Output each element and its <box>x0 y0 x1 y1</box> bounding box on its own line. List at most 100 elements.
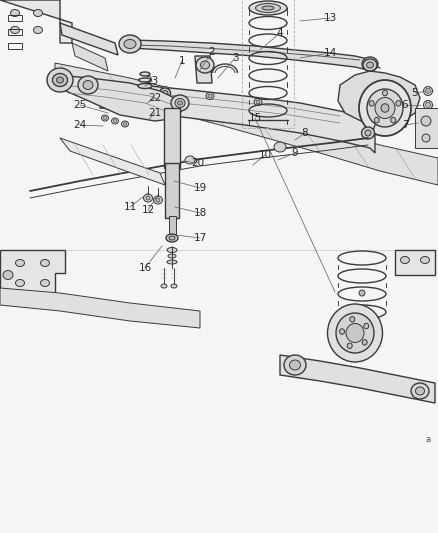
Ellipse shape <box>185 156 195 164</box>
Ellipse shape <box>396 101 401 106</box>
Ellipse shape <box>121 121 128 127</box>
Ellipse shape <box>359 80 411 136</box>
Ellipse shape <box>201 61 209 69</box>
Ellipse shape <box>424 118 432 127</box>
Ellipse shape <box>262 6 274 10</box>
Text: 25: 25 <box>74 100 87 110</box>
Ellipse shape <box>103 117 107 119</box>
Ellipse shape <box>290 360 300 370</box>
Text: 4: 4 <box>277 28 283 38</box>
Ellipse shape <box>369 101 374 106</box>
Text: 11: 11 <box>124 202 137 212</box>
Polygon shape <box>72 43 108 71</box>
Ellipse shape <box>47 68 73 92</box>
Ellipse shape <box>361 127 374 139</box>
Ellipse shape <box>347 343 352 349</box>
Text: 5: 5 <box>412 88 418 98</box>
Ellipse shape <box>420 256 430 263</box>
Text: 22: 22 <box>148 93 162 103</box>
Ellipse shape <box>411 383 429 399</box>
Ellipse shape <box>425 120 431 125</box>
Ellipse shape <box>171 284 177 288</box>
Ellipse shape <box>359 290 365 296</box>
Ellipse shape <box>57 77 64 83</box>
Ellipse shape <box>107 94 113 98</box>
Ellipse shape <box>424 86 432 95</box>
Text: 24: 24 <box>74 120 87 130</box>
Ellipse shape <box>78 76 98 94</box>
Text: 19: 19 <box>193 183 207 193</box>
Ellipse shape <box>104 91 116 101</box>
Ellipse shape <box>169 236 175 240</box>
Ellipse shape <box>11 10 20 17</box>
Ellipse shape <box>159 88 170 98</box>
Text: 12: 12 <box>141 205 155 215</box>
Ellipse shape <box>362 340 367 345</box>
Ellipse shape <box>40 279 49 287</box>
Polygon shape <box>338 71 420 128</box>
Ellipse shape <box>274 142 286 152</box>
Bar <box>8 29 22 35</box>
Ellipse shape <box>138 78 152 82</box>
Ellipse shape <box>206 93 214 100</box>
Polygon shape <box>130 40 368 70</box>
Ellipse shape <box>249 1 287 15</box>
Text: a: a <box>425 435 431 445</box>
Ellipse shape <box>391 117 396 123</box>
Text: 20: 20 <box>191 158 205 168</box>
Text: 14: 14 <box>323 48 337 58</box>
Text: 17: 17 <box>193 233 207 243</box>
Ellipse shape <box>175 99 185 108</box>
Polygon shape <box>169 216 176 238</box>
Ellipse shape <box>255 4 280 12</box>
Ellipse shape <box>284 355 306 375</box>
Ellipse shape <box>421 116 431 126</box>
Ellipse shape <box>365 130 371 136</box>
Ellipse shape <box>161 86 169 93</box>
Ellipse shape <box>350 317 355 322</box>
Polygon shape <box>0 288 200 328</box>
Polygon shape <box>60 23 118 55</box>
Ellipse shape <box>40 260 49 266</box>
Ellipse shape <box>168 254 176 258</box>
Ellipse shape <box>422 134 430 142</box>
Text: 8: 8 <box>302 128 308 138</box>
Text: 7: 7 <box>402 120 408 130</box>
Text: 6: 6 <box>402 100 408 110</box>
Ellipse shape <box>381 104 389 112</box>
Ellipse shape <box>163 88 167 92</box>
Ellipse shape <box>83 80 93 90</box>
Ellipse shape <box>328 304 382 362</box>
Ellipse shape <box>256 100 260 104</box>
Ellipse shape <box>336 313 374 353</box>
Ellipse shape <box>416 387 424 395</box>
Ellipse shape <box>254 99 262 106</box>
Polygon shape <box>280 355 435 403</box>
Ellipse shape <box>171 95 189 111</box>
Ellipse shape <box>53 74 67 86</box>
Polygon shape <box>55 63 438 185</box>
Ellipse shape <box>364 323 369 329</box>
Ellipse shape <box>375 98 395 118</box>
Text: 13: 13 <box>323 13 337 23</box>
Text: 2: 2 <box>208 47 215 57</box>
Polygon shape <box>395 250 435 275</box>
Ellipse shape <box>146 196 150 200</box>
Text: 10: 10 <box>258 150 272 160</box>
Ellipse shape <box>99 86 121 106</box>
Polygon shape <box>0 0 72 43</box>
Ellipse shape <box>366 61 374 68</box>
Polygon shape <box>60 138 165 185</box>
Text: 18: 18 <box>193 208 207 218</box>
Bar <box>415 108 438 148</box>
Text: 1: 1 <box>179 56 185 66</box>
Text: 23: 23 <box>145 76 159 86</box>
Ellipse shape <box>161 284 167 288</box>
Ellipse shape <box>113 119 117 123</box>
Ellipse shape <box>15 260 25 266</box>
Ellipse shape <box>140 72 150 76</box>
Ellipse shape <box>124 39 136 49</box>
Ellipse shape <box>102 115 109 121</box>
Ellipse shape <box>425 102 431 108</box>
Ellipse shape <box>363 59 377 71</box>
